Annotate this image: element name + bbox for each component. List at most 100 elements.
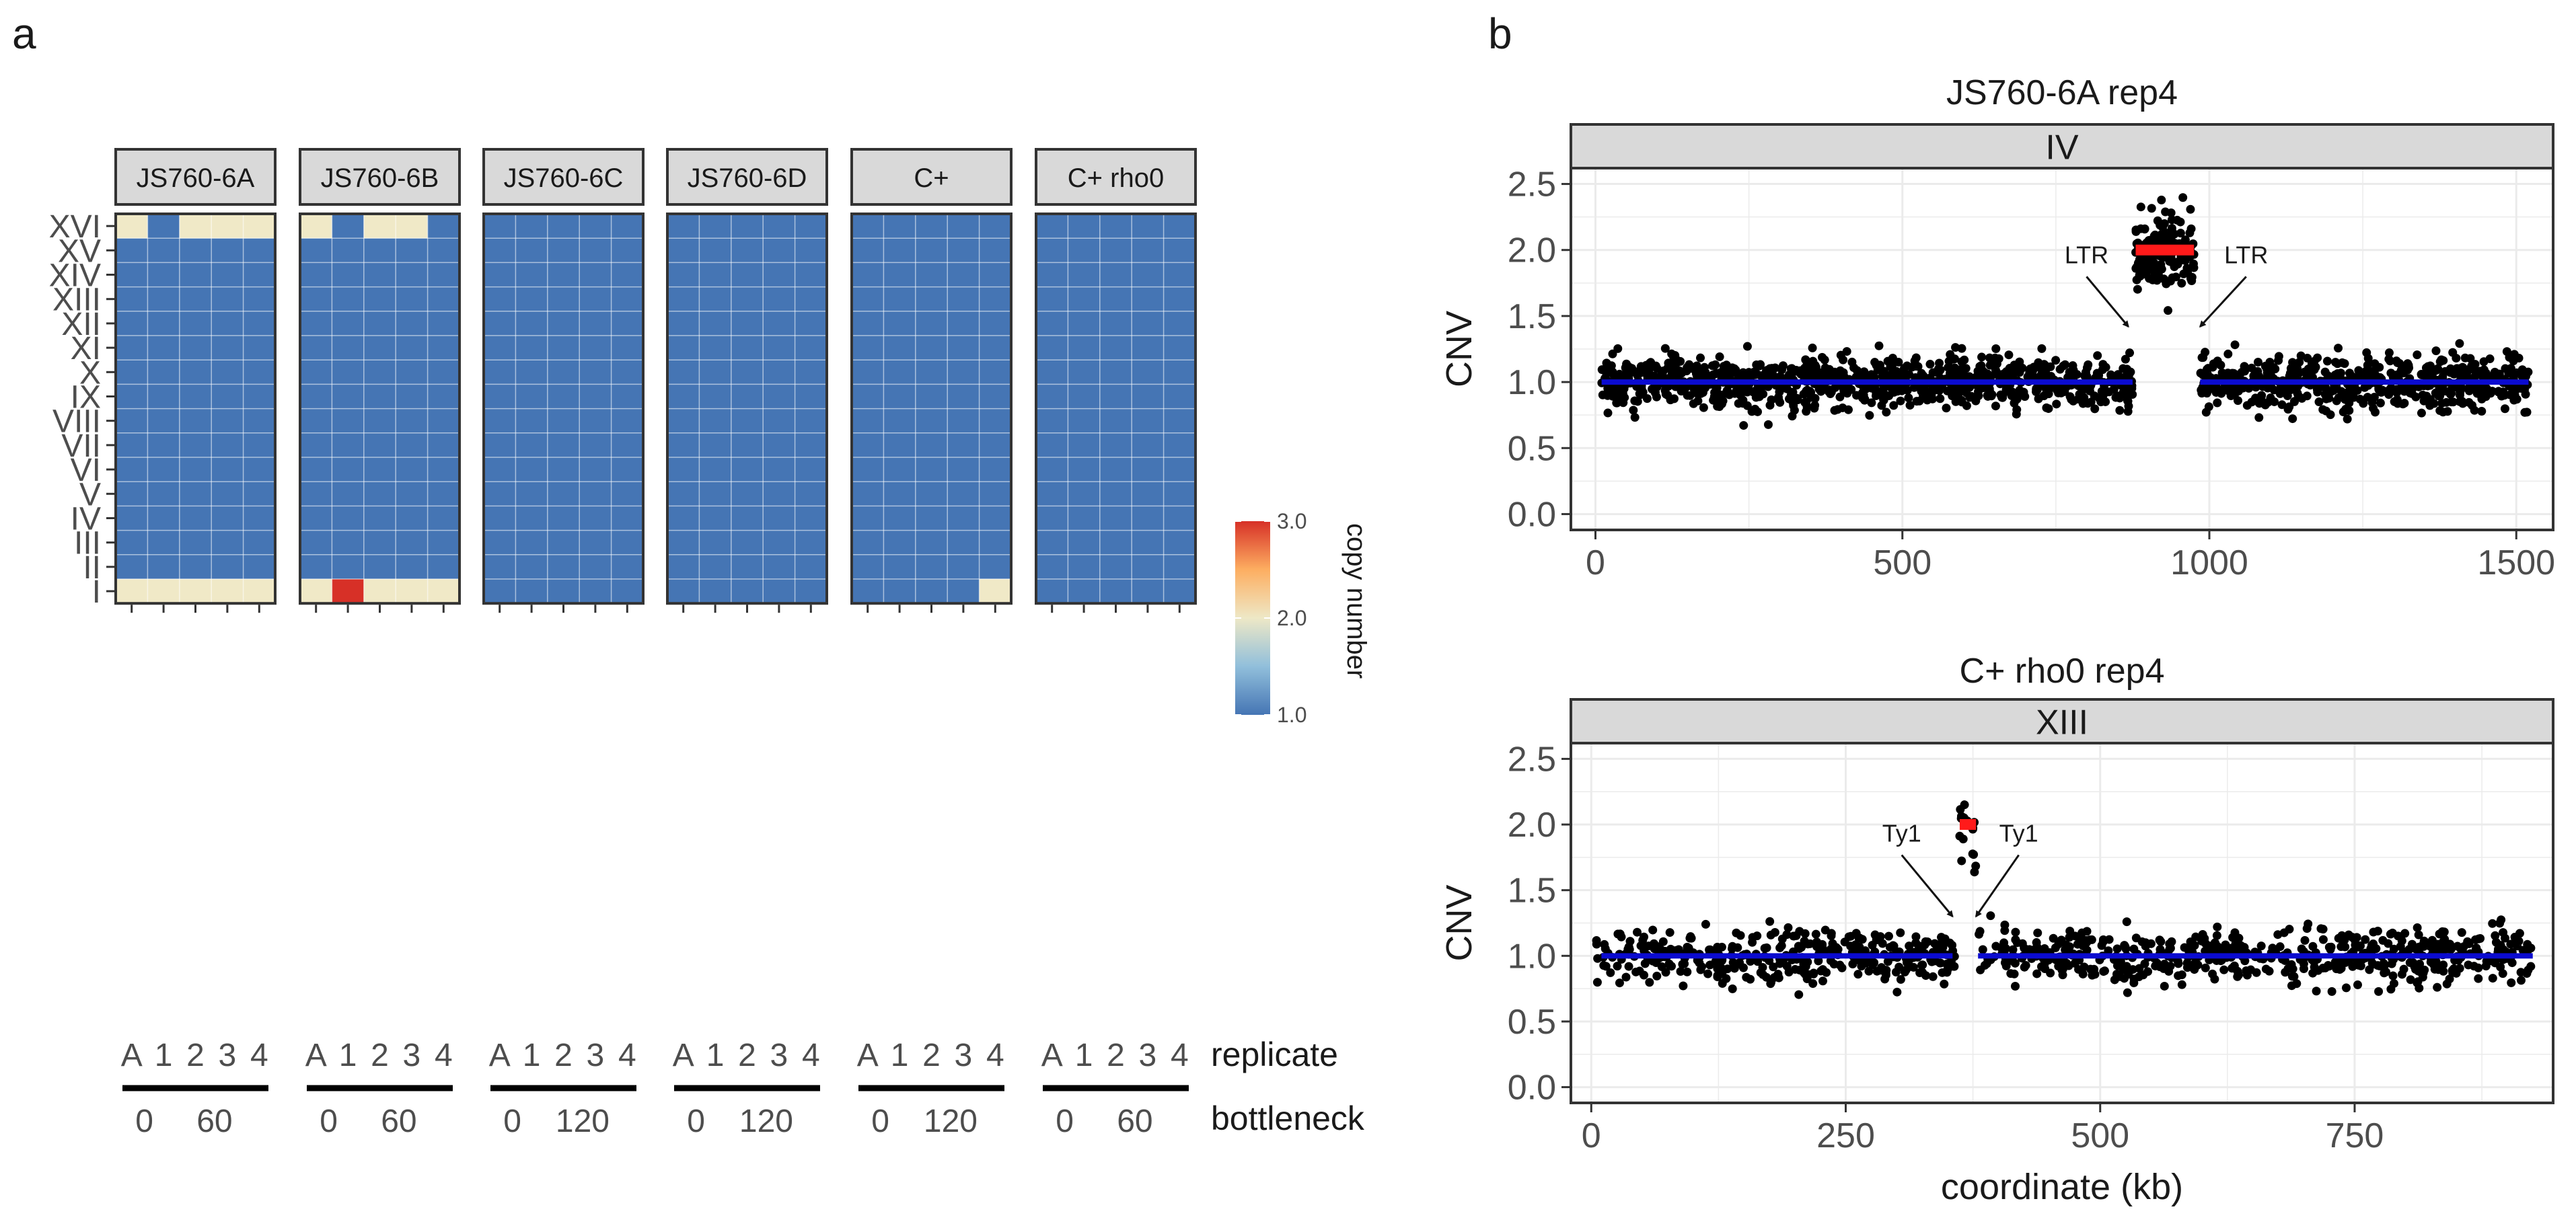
heatmap-cell bbox=[396, 360, 429, 385]
heatmap-cell bbox=[979, 384, 1012, 410]
data-point bbox=[2188, 259, 2198, 268]
data-point bbox=[2006, 969, 2016, 978]
data-point bbox=[2413, 923, 2422, 932]
heatmap-cell bbox=[852, 360, 884, 385]
data-point bbox=[2210, 974, 2219, 984]
data-point bbox=[2497, 391, 2506, 401]
data-point bbox=[2180, 943, 2189, 952]
heatmap-cell bbox=[979, 238, 1012, 263]
heatmap-cell bbox=[883, 286, 916, 312]
data-point bbox=[2223, 349, 2233, 358]
data-point bbox=[2441, 397, 2451, 407]
heatmap-cell bbox=[883, 214, 916, 239]
data-point bbox=[2332, 964, 2341, 974]
data-point bbox=[1948, 946, 1958, 956]
data-point bbox=[1715, 352, 1724, 362]
replicate-tick-label: 1 bbox=[339, 1038, 357, 1073]
heatmap-cell bbox=[1132, 311, 1165, 336]
heatmap-cell bbox=[795, 286, 827, 312]
data-point bbox=[2413, 350, 2422, 360]
heatmap-cell bbox=[116, 457, 148, 482]
heatmap-cell bbox=[579, 360, 612, 385]
heatmap-cell bbox=[763, 311, 796, 336]
heatmap-cell bbox=[883, 457, 916, 482]
heatmap-cell bbox=[731, 530, 764, 555]
data-point bbox=[1891, 967, 1901, 976]
heatmap-cell bbox=[300, 311, 332, 336]
replicate-tick-label: 2 bbox=[1107, 1038, 1125, 1073]
heatmap-cell bbox=[211, 579, 244, 604]
data-point bbox=[1950, 962, 1959, 971]
chromosome-label: XI bbox=[71, 331, 101, 367]
data-point bbox=[1888, 353, 1897, 362]
data-point bbox=[1676, 967, 1685, 976]
annotation-label: LTR bbox=[2065, 241, 2108, 268]
heatmap-cell bbox=[883, 311, 916, 336]
heatmap-cell bbox=[731, 408, 764, 434]
data-point bbox=[2131, 933, 2141, 943]
heatmap-cell bbox=[300, 238, 332, 263]
data-point bbox=[1788, 387, 1798, 397]
heatmap-cell bbox=[979, 262, 1012, 288]
bottleneck-label: 0 bbox=[320, 1104, 338, 1139]
heatmap-cell bbox=[116, 384, 148, 410]
data-point bbox=[2125, 348, 2135, 358]
data-point bbox=[2370, 408, 2380, 417]
data-point bbox=[1625, 937, 1635, 946]
data-point bbox=[1831, 943, 1841, 952]
data-point bbox=[1613, 962, 1622, 971]
data-point bbox=[2122, 917, 2131, 927]
y-tick-label: 2.5 bbox=[1508, 165, 1556, 204]
heatmap-cell bbox=[547, 506, 580, 531]
y-axis-title: CNV bbox=[1439, 884, 1479, 961]
heatmap-cell bbox=[363, 262, 396, 288]
data-point bbox=[1918, 385, 1927, 394]
heatmap-cell bbox=[579, 530, 612, 555]
heatmap-cell bbox=[484, 482, 516, 506]
heatmap-cell bbox=[763, 457, 796, 482]
heatmap-cell bbox=[332, 336, 365, 360]
heatmap-cell bbox=[763, 554, 796, 580]
data-point bbox=[1953, 382, 1962, 391]
data-point bbox=[2047, 372, 2056, 381]
data-point bbox=[2242, 970, 2252, 980]
heatmap-cell bbox=[731, 554, 764, 580]
heatmap-cell bbox=[1068, 457, 1101, 482]
heatmap-cell bbox=[300, 530, 332, 555]
heatmap-cell bbox=[243, 336, 276, 360]
x-tick-label: 1500 bbox=[2477, 543, 2555, 582]
heatmap-cell bbox=[300, 408, 332, 434]
y-tick-label: 2.0 bbox=[1508, 231, 1556, 270]
y-tick-label: 0.5 bbox=[1508, 1003, 1556, 1042]
data-point bbox=[2371, 944, 2381, 954]
data-point bbox=[2429, 960, 2439, 969]
heatmap-cell bbox=[795, 530, 827, 555]
data-point bbox=[2507, 978, 2516, 987]
heatmap-cell bbox=[547, 262, 580, 288]
data-point bbox=[2149, 268, 2159, 277]
replicate-tick-label: 1 bbox=[523, 1038, 541, 1073]
bottleneck-label: 60 bbox=[1117, 1104, 1152, 1139]
heatmap-cell bbox=[147, 482, 180, 506]
heatmap-cell bbox=[243, 238, 276, 263]
x-tick-label: 1000 bbox=[2170, 543, 2248, 582]
heatmap-cell bbox=[396, 408, 429, 434]
heatmap-cell bbox=[915, 360, 948, 385]
heatmap-cell bbox=[1099, 262, 1132, 288]
data-point bbox=[2362, 348, 2371, 357]
data-point bbox=[1917, 960, 1926, 970]
data-point bbox=[2012, 410, 2021, 419]
facet-strip-label: JS760-6D bbox=[688, 163, 807, 193]
data-point bbox=[2049, 933, 2058, 943]
heatmap-cell bbox=[579, 457, 612, 482]
data-point bbox=[2457, 928, 2466, 937]
heatmap-cell bbox=[883, 506, 916, 531]
heatmap-cell bbox=[363, 457, 396, 482]
heatmap-cell bbox=[1068, 238, 1101, 263]
panel-border bbox=[114, 213, 277, 605]
replicate-tick-label: 1 bbox=[155, 1038, 173, 1073]
data-point bbox=[1872, 966, 1882, 976]
heatmap-cell bbox=[116, 530, 148, 555]
data-point bbox=[2119, 364, 2128, 373]
x-tick-label: 0 bbox=[1586, 543, 1605, 582]
